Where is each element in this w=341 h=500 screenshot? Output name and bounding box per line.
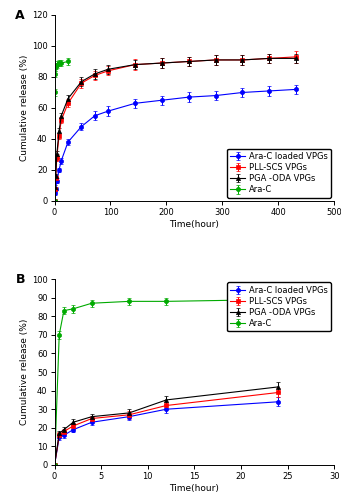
Text: A: A <box>15 10 25 22</box>
Text: B: B <box>15 274 25 286</box>
Y-axis label: Cumulative release (%): Cumulative release (%) <box>20 319 29 425</box>
Y-axis label: Cumulative release (%): Cumulative release (%) <box>20 55 29 161</box>
Legend: Ara-C loaded VPGs, PLL-SCS VPGs, PGA -ODA VPGs, Ara-C: Ara-C loaded VPGs, PLL-SCS VPGs, PGA -OD… <box>227 282 331 332</box>
X-axis label: Time(hour): Time(hour) <box>169 220 219 228</box>
Legend: Ara-C loaded VPGs, PLL-SCS VPGs, PGA -ODA VPGs, Ara-C: Ara-C loaded VPGs, PLL-SCS VPGs, PGA -OD… <box>227 148 331 198</box>
X-axis label: Time(hour): Time(hour) <box>169 484 219 492</box>
